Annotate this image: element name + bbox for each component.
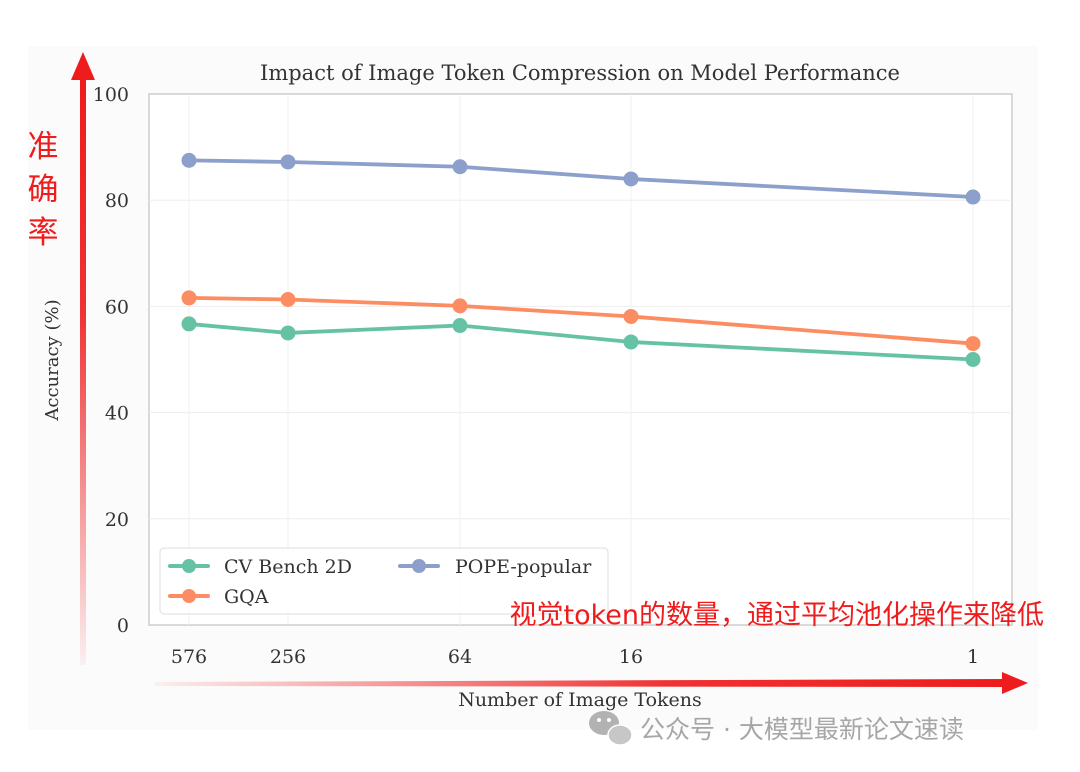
data-point-pope-popular-1	[965, 189, 981, 205]
data-point-gqa-576	[181, 290, 197, 306]
x-tick-label-1: 1	[967, 646, 979, 668]
y-annotation-char: 率	[28, 215, 59, 251]
y-arrow-shaft	[80, 78, 86, 665]
y-tick-label-60: 60	[105, 296, 129, 318]
plot-area	[148, 93, 1013, 626]
data-point-gqa-64	[452, 298, 468, 314]
y-annotation-char: 确	[28, 172, 59, 208]
data-point-cv-bench-2d-1	[965, 352, 981, 367]
data-point-gqa-256	[280, 291, 296, 307]
x-tick-label-64: 64	[448, 646, 472, 668]
x-tick-label-256: 256	[270, 646, 306, 668]
legend-marker-pope-popular	[412, 559, 426, 573]
chart-title: Impact of Image Token Compression on Mod…	[260, 61, 900, 85]
y-tick-label-80: 80	[105, 190, 129, 212]
data-point-cv-bench-2d-256	[280, 325, 296, 341]
x-tick-label-576: 576	[171, 646, 207, 668]
legend-marker-gqa	[182, 589, 196, 603]
y-annotation-arrow	[71, 52, 95, 665]
legend: CV Bench 2D GQA POPE-popular	[159, 547, 609, 615]
x-annotation-arrow	[155, 672, 1028, 694]
data-point-pope-popular-256	[280, 154, 296, 170]
data-point-pope-popular-576	[181, 152, 197, 168]
series-pope-popular	[181, 152, 981, 205]
y-axis-label: Accuracy (%)	[42, 299, 63, 421]
data-point-cv-bench-2d-64	[452, 318, 468, 334]
y-tick-label-100: 100	[93, 84, 129, 106]
y-axis-ticks: 0 20 40 60 80 100	[93, 84, 129, 637]
series-gqa	[181, 290, 981, 352]
watermark: 公众号 · 大模型最新论文速读	[589, 711, 964, 746]
data-point-gqa-1	[965, 336, 981, 352]
x-annotation-label: 视觉token的数量，通过平均池化操作来降低	[509, 600, 1044, 631]
x-arrow-shaft	[155, 679, 1006, 687]
watermark-text: 公众号 · 大模型最新论文速读	[640, 715, 964, 744]
legend-label-pope-popular: POPE-popular	[455, 556, 592, 578]
x-axis-label: Number of Image Tokens	[458, 689, 702, 711]
gridlines	[149, 94, 1012, 625]
y-arrow-head	[71, 52, 95, 80]
x-arrow-head	[1002, 672, 1028, 694]
y-annotation-label: 准确率	[28, 129, 59, 251]
data-point-cv-bench-2d-16	[623, 334, 639, 350]
y-annotation-char: 准	[28, 129, 59, 165]
legend-marker-cv-bench-2d	[182, 559, 196, 573]
legend-label-cv-bench-2d: CV Bench 2D	[224, 556, 352, 578]
data-point-gqa-16	[623, 308, 639, 324]
y-tick-label-0: 0	[117, 615, 129, 637]
legend-box	[159, 547, 609, 615]
series-layer	[181, 152, 981, 367]
data-point-pope-popular-16	[623, 171, 639, 187]
y-tick-label-20: 20	[105, 509, 129, 531]
data-point-pope-popular-64	[452, 159, 468, 175]
wechat-icon	[589, 711, 633, 746]
data-point-cv-bench-2d-576	[181, 316, 197, 332]
series-cv-bench-2d	[181, 316, 981, 367]
x-tick-label-16: 16	[619, 646, 643, 668]
y-tick-label-40: 40	[105, 403, 129, 425]
x-axis-ticks: 576 256 64 16 1	[171, 646, 979, 668]
legend-label-gqa: GQA	[224, 586, 269, 608]
